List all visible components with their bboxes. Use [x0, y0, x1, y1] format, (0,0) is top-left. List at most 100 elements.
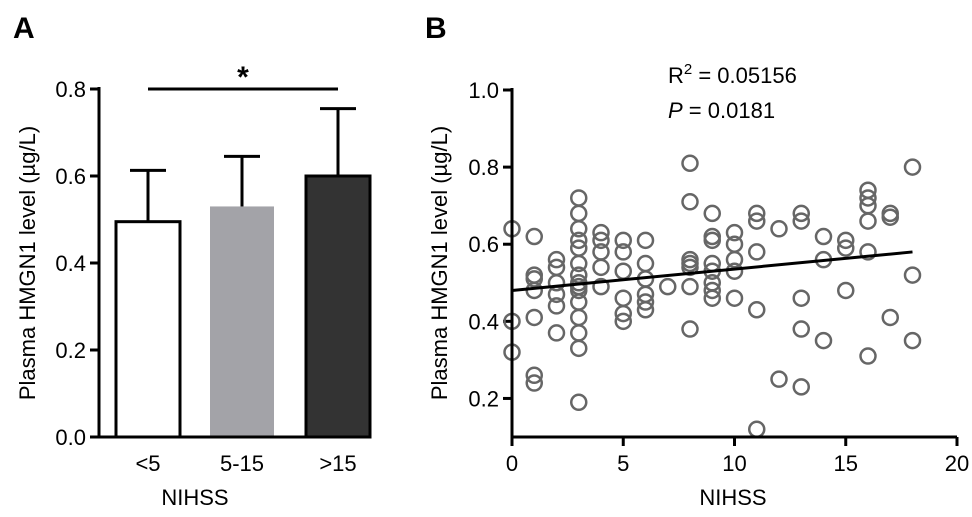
panel-b-x-tick-label: 5	[617, 451, 629, 476]
data-point	[748, 301, 766, 319]
data-point	[703, 289, 721, 307]
r-squared-base: R	[668, 63, 684, 88]
data-point	[570, 220, 588, 238]
data-point	[837, 281, 855, 300]
data-point	[748, 212, 766, 230]
data-point	[859, 243, 877, 261]
panel-b-y-tick-label: 0.6	[468, 232, 499, 257]
panel-a-letter: A	[13, 12, 35, 45]
data-point	[636, 231, 655, 250]
data-point	[859, 347, 877, 365]
data-point	[547, 297, 566, 315]
panel-a-category-label: 5-15	[220, 451, 264, 476]
data-point	[792, 378, 810, 396]
data-point	[525, 227, 543, 246]
regression-line	[511, 250, 913, 292]
panel-a-significance: *	[148, 61, 338, 94]
data-point	[614, 231, 632, 250]
panel-b-y-tick-label: 0.2	[468, 386, 499, 411]
data-point	[903, 266, 922, 284]
data-point	[703, 281, 721, 300]
data-point	[525, 308, 543, 327]
panel-b-x-axis-title: NIHSS	[699, 485, 766, 510]
bar-2	[210, 206, 274, 437]
data-point	[636, 293, 655, 311]
data-point	[725, 223, 744, 242]
panel-a-bars	[114, 174, 372, 439]
data-point	[525, 366, 543, 385]
data-point	[570, 254, 588, 273]
data-point	[837, 231, 855, 250]
data-point	[570, 324, 588, 342]
panel-a-y-axis-title: Plasma HMGN1 level (µg/L)	[15, 126, 40, 400]
data-point	[547, 324, 566, 342]
p-label: P	[668, 98, 683, 123]
data-point	[525, 270, 543, 288]
panel-b-y-ticks: 0.2 0.4 0.6 0.8 1.0	[468, 78, 512, 411]
data-point	[547, 274, 566, 292]
data-point	[903, 158, 922, 176]
data-point	[614, 304, 632, 323]
data-point	[570, 393, 588, 412]
data-point	[636, 301, 655, 319]
data-point	[792, 320, 810, 338]
p-value: = 0.0181	[683, 98, 775, 123]
data-point	[614, 312, 632, 331]
data-point	[525, 374, 543, 392]
data-point	[725, 289, 744, 307]
data-point	[570, 231, 588, 250]
data-point	[570, 204, 588, 223]
data-point	[636, 254, 655, 273]
bar-1	[114, 220, 182, 439]
panel-a-axes	[97, 87, 349, 439]
data-point	[659, 277, 677, 296]
data-point	[570, 339, 588, 358]
data-point	[703, 204, 721, 223]
bar-3	[304, 174, 372, 439]
data-point	[814, 227, 833, 246]
data-point	[592, 231, 610, 250]
panel-b-x-tick-label: 15	[834, 451, 858, 476]
panel-a-bar-chart: A Plasma HMGN1 level (µg/L) NIHSS 0.0 0.2…	[13, 12, 372, 510]
panel-a-y-tick-label: 0.2	[55, 338, 86, 363]
data-point	[881, 208, 899, 226]
panel-a-error-bars	[130, 107, 356, 222]
data-point	[748, 204, 766, 223]
panel-b-y-tick-label: 1.0	[468, 78, 499, 103]
panel-b-points	[503, 154, 922, 439]
r-squared-superscript: 2	[684, 61, 692, 78]
panel-b-x-ticks: 0 5 10 15 20	[506, 437, 969, 476]
significance-star: *	[237, 61, 249, 94]
panel-b-y-axis-title: Plasma HMGN1 level (µg/L)	[427, 126, 452, 400]
panel-b-letter: B	[425, 12, 447, 45]
panel-a-category-label: >15	[319, 451, 356, 476]
panel-b-x-tick-label: 10	[722, 451, 746, 476]
data-point	[681, 277, 699, 296]
data-point	[792, 289, 810, 307]
panel-a-x-ticks: <5 5-15 >15	[135, 451, 356, 476]
panel-b-y-tick-label: 0.8	[468, 155, 499, 180]
panel-b-x-tick-label: 20	[945, 451, 969, 476]
data-point	[770, 370, 788, 388]
panel-a-y-ticks: 0.0 0.2 0.4 0.6 0.8	[55, 77, 99, 450]
panel-a-y-tick-label: 0.8	[55, 77, 86, 102]
data-point	[814, 331, 833, 350]
data-point	[570, 308, 588, 327]
data-point	[748, 420, 766, 439]
data-point	[592, 277, 610, 296]
panel-a-y-tick-label: 0.6	[55, 164, 86, 189]
data-point	[837, 239, 855, 257]
data-point	[592, 258, 610, 277]
data-point	[570, 189, 588, 207]
panel-b-y-tick-label: 0.4	[468, 309, 499, 334]
data-point	[614, 289, 632, 307]
r-squared-annotation: R2 = 0.05156	[668, 61, 797, 88]
data-point	[725, 250, 744, 269]
data-point	[681, 193, 699, 211]
panel-a-y-tick-label: 0.4	[55, 251, 86, 276]
p-value-annotation: P = 0.0181	[668, 98, 775, 123]
data-point	[792, 212, 810, 230]
data-point	[903, 331, 922, 350]
panel-b-axes	[510, 88, 957, 439]
panel-a-y-tick-label: 0.0	[55, 425, 86, 450]
